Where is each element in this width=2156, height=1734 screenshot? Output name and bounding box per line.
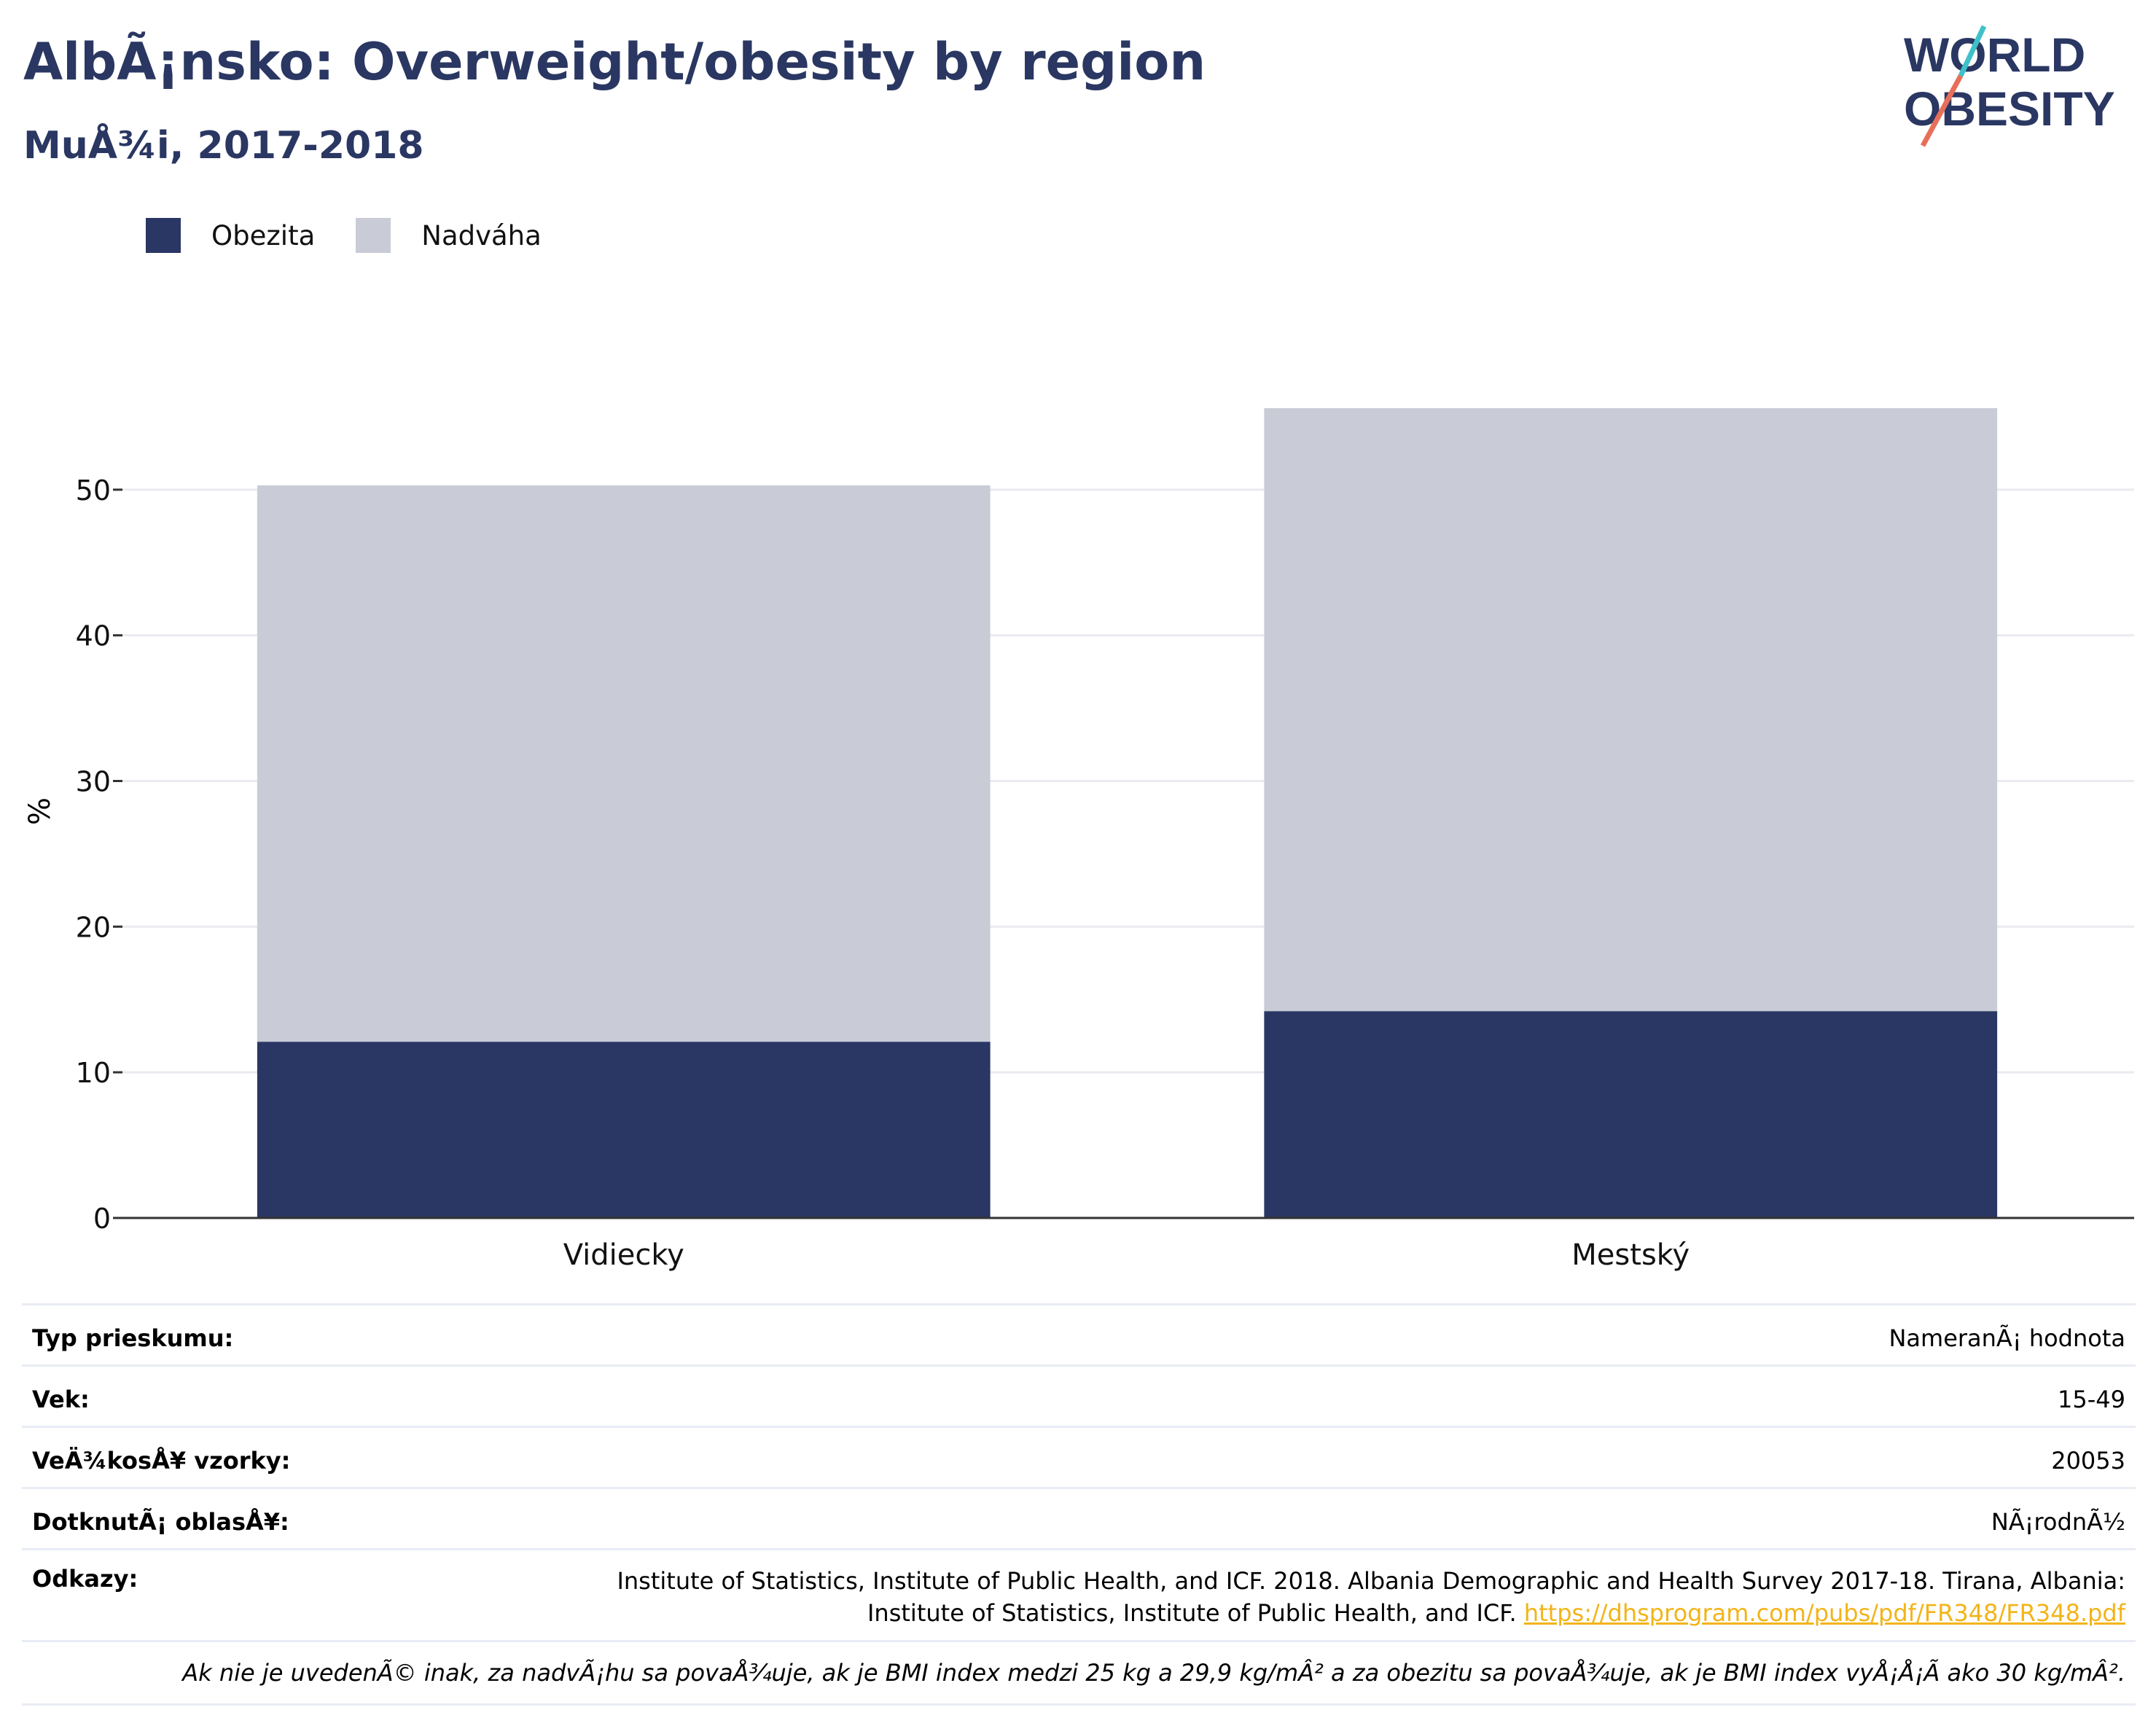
bar-chart: 0 10 20 30 40 50 Vidiecky Mestský <box>76 407 2134 1272</box>
references-link[interactable]: https://dhsprogram.com/pubs/pdf/FR348/FR… <box>1523 1599 2125 1627</box>
info-table: Typ prieskumu: NameranÃ¡ hodnota Vek: 15… <box>22 1303 2136 1706</box>
x-tick-label-0: Vidiecky <box>563 1238 684 1272</box>
logo-line1: WORLD <box>1904 28 2085 82</box>
references-value: Institute of Statistics, Institute of Pu… <box>617 1565 2125 1629</box>
bmi-note: Ak nie je uvedenÃ© inak, za nadvÃ¡hu sa … <box>22 1640 2136 1706</box>
legend-item-obesity: Obezita <box>146 218 315 253</box>
info-row-age: Vek: 15-49 <box>22 1364 2136 1426</box>
legend-label-obesity: Obezita <box>211 219 316 251</box>
references-label: Odkazy: <box>32 1565 138 1593</box>
y-tick-label-50: 50 <box>76 474 111 507</box>
age-value: 15-49 <box>2058 1386 2125 1413</box>
info-row-area: DotknutÃ¡ oblasÅ¥: NÃ¡rodnÃ½ <box>22 1487 2136 1548</box>
area-value: NÃ¡rodnÃ½ <box>1991 1508 2125 1536</box>
info-row-sample: VeÄ¾kosÅ¥ vzorky: 20053 <box>22 1426 2136 1487</box>
bar-obesity-1 <box>1264 1011 1998 1218</box>
sample-value: 20053 <box>2051 1447 2125 1475</box>
info-row-references: Odkazy: Institute of Statistics, Institu… <box>22 1548 2136 1640</box>
legend-label-overweight: Nadváha <box>421 219 542 251</box>
bar-overweight-0 <box>257 485 991 1042</box>
y-tick-label-10: 10 <box>76 1057 111 1089</box>
references-line2-text: Institute of Statistics, Institute of Pu… <box>867 1599 1517 1627</box>
chart-subtitle: MuÅ¾i, 2017-2018 <box>23 124 424 168</box>
chart-title: AlbÃ¡nsko: Overweight/obesity by region <box>23 32 1206 92</box>
bar-overweight-1 <box>1264 407 1998 1012</box>
chart-legend: Obezita Nadváha <box>146 216 582 255</box>
age-label: Vek: <box>32 1386 90 1413</box>
y-tick-label-40: 40 <box>76 620 111 652</box>
world-obesity-logo: WORLD OBESITY <box>1904 25 2115 147</box>
area-label: DotknutÃ¡ oblasÅ¥: <box>32 1508 289 1536</box>
references-line2: Institute of Statistics, Institute of Pu… <box>617 1597 2125 1629</box>
info-row-survey-type: Typ prieskumu: NameranÃ¡ hodnota <box>22 1303 2136 1364</box>
y-tick-label-30: 30 <box>76 766 111 798</box>
references-line1: Institute of Statistics, Institute of Pu… <box>617 1567 2125 1595</box>
logo-line2: OBESITY <box>1904 82 2115 136</box>
y-tick-label-20: 20 <box>76 911 111 943</box>
survey-type-value: NameranÃ¡ hodnota <box>1889 1324 2125 1352</box>
survey-type-label: Typ prieskumu: <box>32 1324 234 1352</box>
x-tick-label-1: Mestský <box>1571 1238 1690 1272</box>
legend-item-overweight: Nadváha <box>356 218 542 253</box>
legend-swatch-obesity <box>146 218 181 253</box>
sample-label: VeÄ¾kosÅ¥ vzorky: <box>32 1447 291 1475</box>
legend-swatch-overweight <box>356 218 391 253</box>
y-axis-label: % <box>23 797 58 826</box>
bar-obesity-0 <box>257 1042 991 1218</box>
y-tick-label-0: 0 <box>93 1203 111 1235</box>
